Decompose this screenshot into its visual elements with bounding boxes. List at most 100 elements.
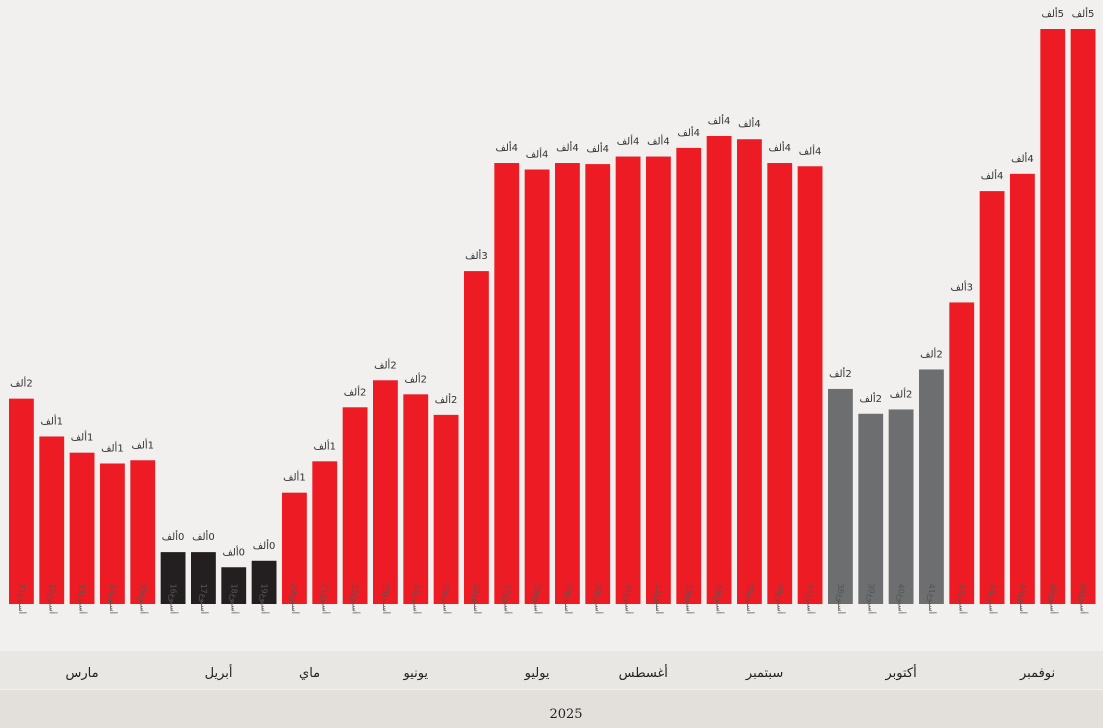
bar-value-label: 1ألف bbox=[131, 438, 154, 451]
bar-week-23 bbox=[373, 380, 398, 604]
week-tick-label: أسبوع36 bbox=[775, 584, 785, 614]
week-tick-label: أسبوع33 bbox=[684, 584, 694, 614]
bar-value-label: 4ألف bbox=[495, 141, 518, 154]
bar-value-label: 5ألف bbox=[1072, 7, 1095, 20]
week-tick-label: أسبوع37 bbox=[806, 584, 816, 614]
bar-value-label: 2ألف bbox=[890, 387, 913, 400]
bar-value-label: 4ألف bbox=[708, 114, 731, 127]
bar-value-label: 0ألف bbox=[222, 545, 245, 558]
week-tick-label: أسبوع44 bbox=[1018, 584, 1028, 614]
bar-value-label: 4ألف bbox=[981, 169, 1004, 182]
bar-week-13 bbox=[69, 452, 95, 604]
bar-week-44 bbox=[1010, 173, 1035, 604]
week-tick-label: أسبوع18 bbox=[229, 584, 239, 614]
week-tick-label: أسبوع29 bbox=[563, 584, 573, 614]
week-ticks-layer: أسبوع11 أسبوع12 أسبوع13 أسبوع14 أسبوع15 أسبوع… bbox=[17, 584, 1089, 614]
bar-value-label: 4ألف bbox=[799, 144, 822, 157]
week-tick-label: أسبوع46 bbox=[1079, 584, 1089, 614]
bar-week-24 bbox=[403, 394, 429, 604]
week-tick-label: أسبوع39 bbox=[866, 584, 876, 614]
bar-week-26 bbox=[464, 271, 489, 604]
week-tick-label: أسبوع26 bbox=[472, 584, 482, 614]
bar-value-label: 4ألف bbox=[768, 141, 791, 154]
bar-week-45 bbox=[1040, 29, 1066, 604]
week-tick-label: أسبوع24 bbox=[411, 584, 421, 614]
week-tick-label: أسبوع19 bbox=[260, 584, 270, 614]
month-band-background bbox=[0, 651, 1103, 689]
month-label: أكتوبر bbox=[884, 664, 916, 681]
week-tick-label: أسبوع28 bbox=[533, 584, 543, 614]
bar-week-43 bbox=[979, 191, 1005, 604]
bar-week-20 bbox=[282, 492, 307, 604]
bar-week-21 bbox=[312, 461, 338, 604]
week-tick-label: أسبوع31 bbox=[624, 584, 634, 614]
bar-value-label: 2ألف bbox=[859, 392, 882, 405]
month-label: نوفمبر bbox=[1019, 666, 1055, 681]
bar-week-31 bbox=[615, 156, 641, 605]
bar-week-41 bbox=[919, 369, 944, 604]
bar-week-29 bbox=[555, 163, 580, 604]
bar-week-12 bbox=[39, 436, 65, 604]
bar-week-39 bbox=[858, 413, 884, 604]
bar-value-label: 3ألف bbox=[950, 280, 973, 293]
week-tick-label: أسبوع22 bbox=[351, 584, 361, 614]
bar-value-label: 4ألف bbox=[677, 126, 700, 139]
bar-week-42 bbox=[949, 302, 975, 604]
month-label: سبتمبر bbox=[745, 666, 783, 681]
week-tick-label: أسبوع42 bbox=[957, 584, 967, 614]
week-tick-label: أسبوع32 bbox=[654, 584, 664, 614]
bar-value-label: 3ألف bbox=[465, 249, 488, 262]
bar-week-18 bbox=[221, 567, 247, 604]
month-label: أبريل bbox=[205, 664, 233, 681]
month-labels-layer: مارس أبريل ماي يونيو يوليو أغسطس سبتمبر أكتوبر ن… bbox=[66, 664, 1055, 698]
bar-week-33 bbox=[676, 147, 702, 604]
bar-week-40 bbox=[888, 409, 914, 604]
bar-value-label: 2ألف bbox=[10, 377, 33, 390]
week-tick-label: أسبوع11 bbox=[17, 584, 27, 614]
bar-week-19 bbox=[251, 560, 277, 604]
month-label: أغسطس bbox=[619, 664, 668, 681]
bar-value-label: 2ألف bbox=[404, 372, 427, 385]
bar-week-22 bbox=[342, 407, 368, 604]
week-tick-label: أسبوع25 bbox=[442, 584, 452, 614]
bar-value-label: 2ألف bbox=[435, 393, 458, 406]
bar-value-label: 0ألف bbox=[253, 539, 276, 552]
bar-week-15 bbox=[130, 460, 156, 604]
bar-value-label: 4ألف bbox=[526, 148, 549, 161]
bar-week-36 bbox=[767, 163, 793, 604]
month-label: يونيو bbox=[402, 666, 428, 681]
bar-week-14 bbox=[100, 463, 125, 604]
bar-value-label: 1ألف bbox=[283, 471, 306, 484]
week-tick-label: أسبوع21 bbox=[320, 584, 330, 614]
bar-value-label: 2ألف bbox=[344, 385, 367, 398]
week-tick-label: أسبوع15 bbox=[138, 584, 148, 614]
week-tick-label: أسبوع40 bbox=[897, 584, 907, 614]
year-label: 2025 bbox=[549, 707, 582, 722]
week-tick-label: أسبوع27 bbox=[502, 584, 512, 614]
bar-week-38 bbox=[828, 388, 853, 604]
bar-value-label: 1ألف bbox=[101, 441, 124, 454]
bar-value-label: 1ألف bbox=[71, 431, 94, 444]
week-tick-label: أسبوع41 bbox=[927, 584, 937, 614]
week-tick-label: أسبوع13 bbox=[78, 584, 88, 614]
bar-week-34 bbox=[706, 136, 732, 604]
bar-value-label: 2ألف bbox=[374, 358, 397, 371]
month-band bbox=[0, 651, 1103, 689]
bar-week-11 bbox=[9, 398, 34, 604]
bar-value-label: 0ألف bbox=[192, 530, 215, 543]
bar-week-37 bbox=[797, 166, 823, 604]
week-tick-label: أسبوع14 bbox=[108, 584, 118, 614]
bar-week-30 bbox=[585, 164, 611, 604]
week-tick-label: أسبوع16 bbox=[169, 584, 179, 614]
week-tick-label: أسبوع34 bbox=[715, 584, 725, 614]
bar-week-27 bbox=[494, 163, 520, 604]
bar-value-label: 4ألف bbox=[738, 117, 761, 130]
week-tick-label: أسبوع45 bbox=[1048, 584, 1058, 614]
bar-week-32 bbox=[646, 156, 671, 605]
bar-week-28 bbox=[524, 169, 550, 604]
value-labels-layer: 2ألف 1ألف 1ألف 1ألف 1ألف 0ألف 0ألف 0ألف 0ألف 1ألف… bbox=[10, 7, 1094, 558]
bar-value-label: 4ألف bbox=[1011, 152, 1034, 165]
bar-value-label: 5ألف bbox=[1041, 7, 1064, 20]
